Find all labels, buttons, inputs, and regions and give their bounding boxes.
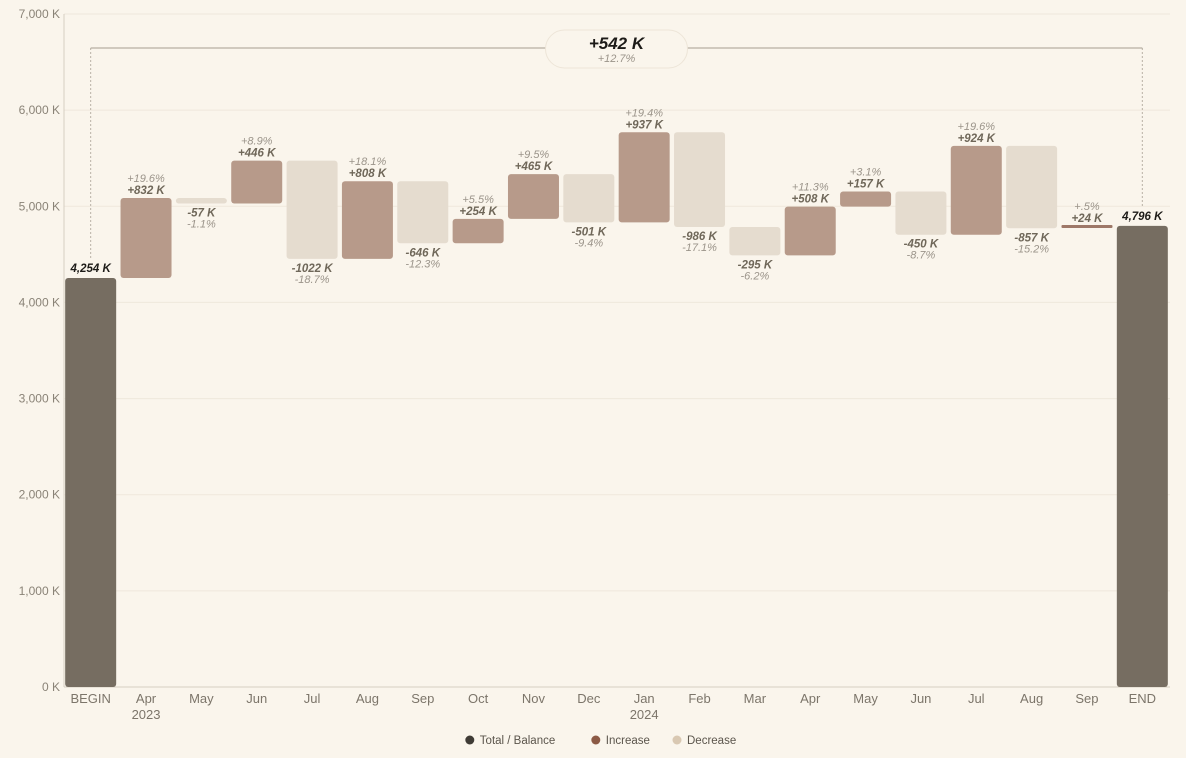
value-label: +832 K (127, 185, 165, 197)
y-tick-label: 7,000 K (19, 7, 60, 21)
percent-label: +11.3% (792, 182, 829, 194)
x-tick-label: BEGIN (70, 691, 110, 706)
y-tick-label: 1,000 K (19, 584, 60, 598)
x-tick-label: May (189, 691, 214, 706)
value-label: -986 K (682, 231, 717, 243)
value-label: -501 K (572, 226, 607, 238)
value-label: -295 K (738, 259, 773, 271)
percent-label: -15.2% (1014, 243, 1049, 255)
percent-label: -6.2% (741, 270, 770, 282)
increase-bar (452, 218, 504, 244)
total-value-label: 4,796 K (1121, 211, 1163, 223)
decrease-bar (397, 181, 449, 244)
total-value-label: 4,254 K (70, 263, 112, 275)
total-bar (1116, 225, 1168, 687)
value-label: +937 K (625, 119, 663, 131)
value-label: -57 K (187, 207, 216, 219)
value-label: +808 K (349, 168, 387, 180)
decrease-bar (563, 174, 615, 223)
percent-label: +19.4% (625, 107, 663, 119)
x-tick-label: Sep (411, 691, 434, 706)
value-label: +157 K (847, 178, 885, 190)
x-tick-label: Aug (356, 691, 379, 706)
value-label: -646 K (406, 247, 441, 259)
y-tick-label: 4,000 K (19, 295, 60, 309)
decrease-bar (729, 227, 781, 256)
decrease-bar (175, 198, 227, 204)
legend-label: Increase (606, 735, 650, 747)
decrease-bar (1006, 145, 1058, 229)
percent-label: +19.6% (957, 121, 995, 133)
x-tick-label: Jul (968, 691, 985, 706)
increase-bar (950, 145, 1002, 235)
y-tick-label: 3,000 K (19, 392, 60, 406)
percent-label: +8.9% (241, 136, 273, 148)
x-tick-label: END (1129, 691, 1156, 706)
percent-label: -18.7% (295, 274, 330, 286)
y-tick-label: 2,000 K (19, 488, 60, 502)
percent-label: +9.5% (518, 149, 550, 161)
x-tick-label: Jul (304, 691, 321, 706)
x-year-label: 2023 (132, 707, 161, 722)
increase-bar (507, 174, 559, 219)
percent-label: +19.6% (127, 173, 165, 185)
percent-label: -9.4% (574, 237, 603, 249)
percent-label: +3.1% (850, 166, 882, 178)
percent-label: -8.7% (907, 250, 936, 262)
value-label: +924 K (958, 133, 996, 145)
x-tick-label: Jun (246, 691, 267, 706)
x-tick-label: Apr (136, 691, 157, 706)
increase-bar (784, 206, 836, 256)
percent-label: +5.5% (462, 194, 494, 206)
increase-bar (120, 198, 172, 279)
x-tick-label: Feb (688, 691, 710, 706)
legend-marker (591, 735, 601, 745)
increase-bar (341, 181, 393, 259)
legend-label: Decrease (687, 735, 736, 747)
legend-marker (672, 735, 682, 745)
decrease-bar (286, 160, 338, 259)
increase-bar (618, 132, 670, 223)
increase-bar (231, 160, 283, 204)
value-label: -857 K (1014, 232, 1049, 244)
x-tick-label: Mar (744, 691, 767, 706)
percent-label: +.5% (1074, 201, 1100, 213)
x-tick-label: Nov (522, 691, 546, 706)
x-tick-label: Sep (1075, 691, 1098, 706)
legend-label: Total / Balance (480, 735, 555, 747)
value-label: +254 K (459, 206, 497, 218)
value-label: -1022 K (292, 263, 334, 275)
percent-label: -12.3% (405, 258, 440, 270)
value-label: +465 K (515, 161, 553, 173)
x-tick-label: Jan (634, 691, 655, 706)
x-tick-label: May (853, 691, 878, 706)
percent-label: -17.1% (682, 242, 717, 254)
legend-marker (465, 735, 475, 745)
increase-bar (840, 191, 892, 207)
total-change-percent: +12.7% (598, 53, 636, 65)
y-tick-label: 0 K (42, 680, 60, 694)
total-change-value: +542 K (589, 34, 646, 53)
x-year-label: 2024 (630, 707, 659, 722)
percent-label: +18.1% (349, 156, 387, 168)
decrease-bar (674, 132, 726, 228)
x-tick-label: Aug (1020, 691, 1043, 706)
total-bar (65, 278, 117, 687)
x-tick-label: Apr (800, 691, 821, 706)
percent-label: -1.1% (187, 218, 216, 230)
value-label: -450 K (904, 239, 939, 251)
decrease-bar (895, 191, 947, 235)
total-change-badge (545, 29, 688, 69)
y-tick-label: 5,000 K (19, 199, 60, 213)
value-label: +508 K (792, 194, 830, 206)
y-tick-label: 6,000 K (19, 103, 60, 117)
value-label: +446 K (238, 148, 276, 160)
value-label: +24 K (1071, 213, 1103, 225)
increase-bar (1061, 224, 1113, 228)
x-tick-label: Dec (577, 691, 601, 706)
x-tick-label: Jun (910, 691, 931, 706)
x-tick-label: Oct (468, 691, 489, 706)
